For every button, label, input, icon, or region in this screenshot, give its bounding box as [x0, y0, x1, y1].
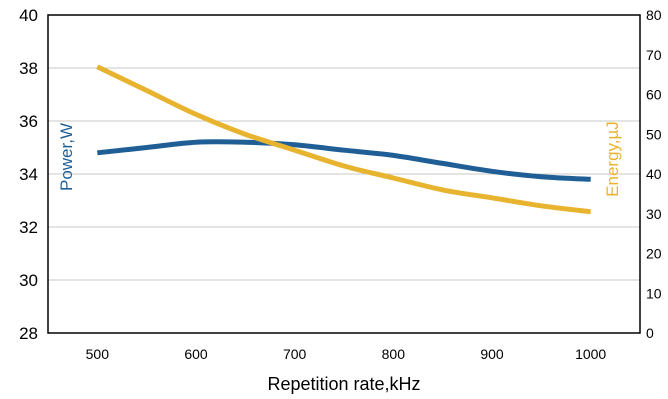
right-tick-label: 70 — [646, 47, 662, 63]
left-tick-label: 32 — [19, 218, 38, 237]
left-tick-label: 34 — [19, 165, 38, 184]
right-tick-label: 0 — [646, 325, 654, 341]
x-tick-label: 900 — [480, 346, 504, 362]
right-tick-label: 80 — [646, 7, 662, 23]
x-tick-label: 800 — [382, 346, 406, 362]
x-tick-label: 500 — [86, 346, 110, 362]
x-tick-label: 1000 — [575, 346, 606, 362]
series-layer — [96, 64, 591, 215]
x-tick-label: 700 — [283, 346, 307, 362]
left-tick-label: 38 — [19, 59, 38, 78]
right-axis-title: Energy,µJ — [603, 121, 622, 197]
power-series-line — [97, 139, 591, 182]
right-tick-label: 20 — [646, 246, 662, 262]
tick-labels: 28 30 32 34 36 38 40 0 10 20 30 40 50 60 70 80 500 600 700… — [19, 6, 662, 362]
right-tick-label: 60 — [646, 87, 662, 103]
x-tick-label: 600 — [184, 346, 208, 362]
left-tick-label: 28 — [19, 324, 38, 343]
grid-lines — [48, 67, 640, 281]
x-axis-title: Repetition rate,kHz — [267, 374, 420, 394]
energy-series-line — [96, 64, 591, 215]
left-axis-title: Power,W — [57, 123, 76, 191]
right-tick-label: 30 — [646, 206, 662, 222]
plot-area — [47, 14, 641, 334]
right-tick-label: 40 — [646, 166, 662, 182]
right-tick-label: 50 — [646, 126, 662, 142]
right-tick-label: 10 — [646, 285, 662, 301]
left-tick-label: 30 — [19, 271, 38, 290]
left-tick-label: 40 — [19, 6, 38, 25]
left-tick-label: 36 — [19, 112, 38, 131]
